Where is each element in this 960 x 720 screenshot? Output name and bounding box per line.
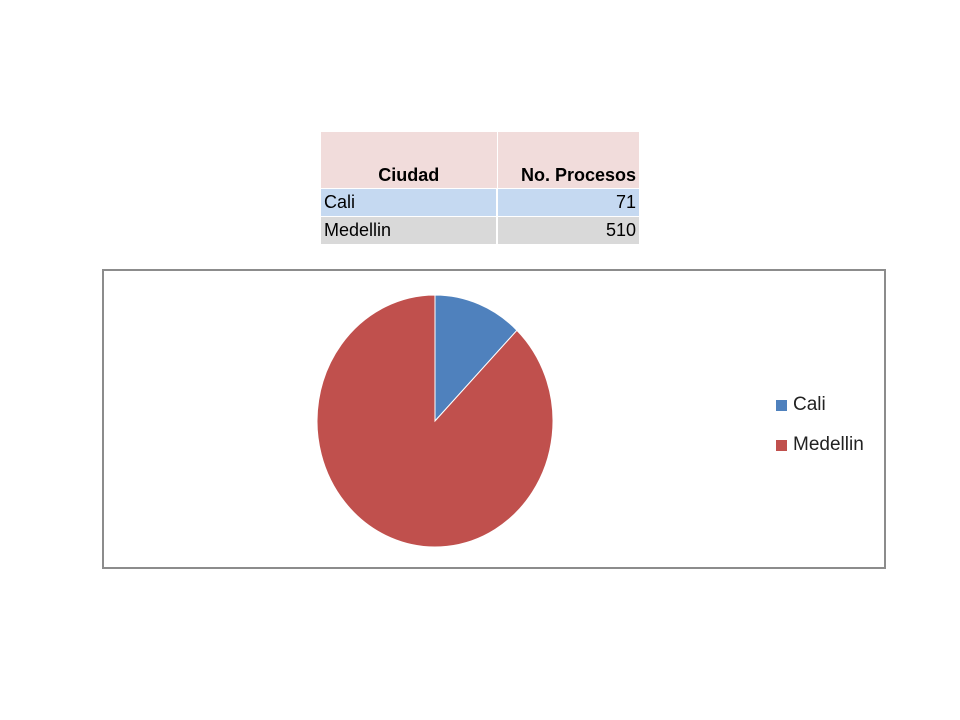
cell-procesos: 71 xyxy=(497,187,639,216)
table-row: Cali 71 xyxy=(321,187,639,216)
pie-chart xyxy=(316,294,554,548)
table-header-row: Ciudad No. Procesos xyxy=(321,132,639,188)
cell-procesos: 510 xyxy=(497,215,639,244)
header-ciudad: Ciudad xyxy=(321,132,498,188)
legend-swatch xyxy=(776,399,787,411)
pie-slice-medellin xyxy=(316,294,554,548)
legend-item: Medellin xyxy=(776,425,864,465)
data-table: Ciudad No. Procesos Cali 71 Medellin 510 xyxy=(321,132,639,244)
legend-swatch xyxy=(776,439,787,451)
chart-legend: Cali Medellin xyxy=(776,385,864,465)
pie-chart-frame: Cali Medellin xyxy=(102,269,886,569)
table-row: Medellin 510 xyxy=(321,215,639,244)
legend-item: Cali xyxy=(776,385,864,425)
cell-ciudad: Medellin xyxy=(321,215,498,244)
pie-slice-cali xyxy=(434,294,518,423)
header-no-procesos: No. Procesos xyxy=(497,132,639,188)
legend-label: Cali xyxy=(793,394,826,415)
legend-label: Medellin xyxy=(793,434,864,455)
cell-ciudad: Cali xyxy=(321,187,498,216)
